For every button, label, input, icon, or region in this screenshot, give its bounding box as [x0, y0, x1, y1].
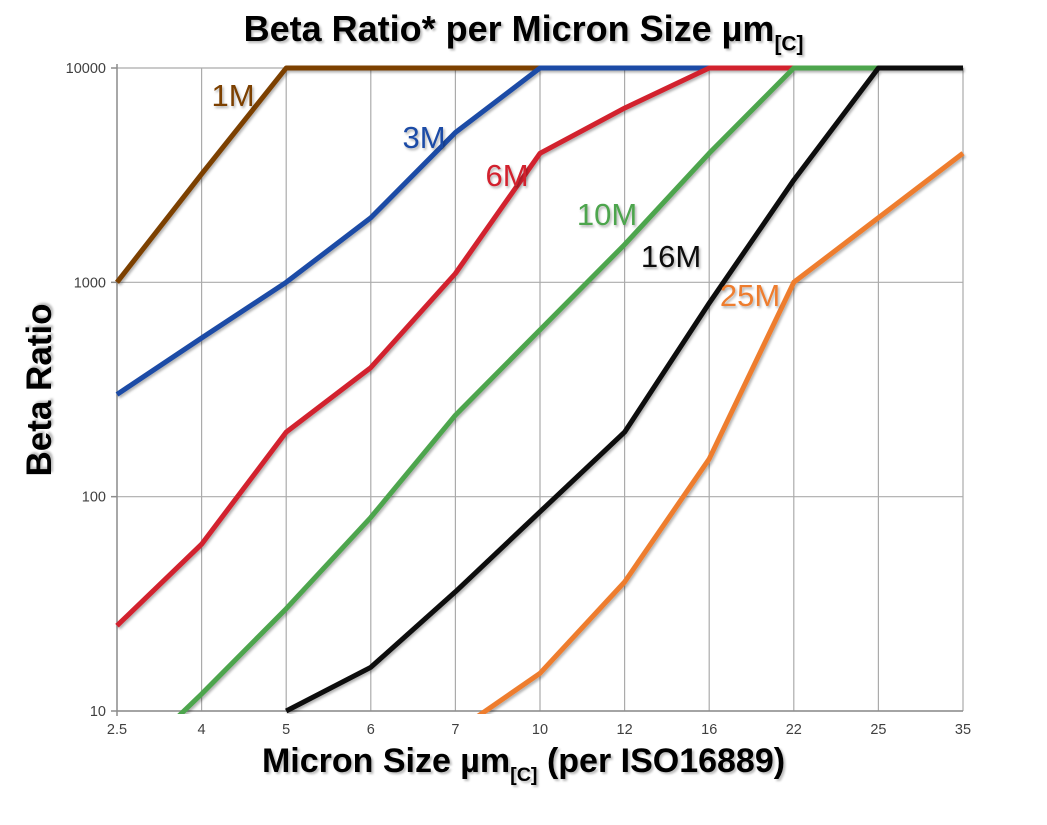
x-tick-label-35: 35: [955, 722, 971, 738]
x-axis-title-main: Micron Size µm: [261, 742, 511, 780]
x-axis-title: Micron Size µm[C] (per ISO16889): [0, 742, 1047, 787]
chart-title-subscript: [C]: [774, 32, 804, 56]
x-tick-label-12: 12: [617, 722, 633, 738]
series-lines: [115, 65, 965, 714]
gridlines: [117, 67, 964, 712]
series-line-10m: [177, 65, 963, 714]
y-tick-label-10000: 10000: [66, 61, 106, 77]
chart-title-main: Beta Ratio* per Micron Size µm: [243, 8, 775, 49]
x-tick-label-5: 5: [282, 722, 290, 738]
chart-title: Beta Ratio* per Micron Size µm[C]: [0, 8, 1047, 56]
series-label-16m: 16M: [641, 239, 701, 274]
y-tick-label-10: 10: [90, 704, 106, 720]
x-tick-label-2.5: 2.5: [107, 722, 127, 738]
series-line-25m: [476, 151, 965, 714]
x-tick-label-4: 4: [198, 722, 206, 738]
series-label-10m: 10M: [577, 197, 637, 232]
series-line-16m: [285, 65, 963, 714]
y-tick-label-100: 100: [82, 490, 106, 506]
series-label-25m: 25M: [720, 278, 780, 313]
x-axis-title-suffix: (per ISO16889): [537, 742, 786, 780]
x-axis-title-subscript: [C]: [510, 763, 538, 786]
series-label-3m: 3M: [402, 120, 445, 155]
x-tick-label-7: 7: [451, 722, 459, 738]
x-tick-label-22: 22: [786, 722, 802, 738]
series-label-6m: 6M: [485, 158, 528, 193]
y-axis-title: Beta Ratio: [20, 303, 59, 477]
axes: [111, 64, 963, 716]
x-tick-label-25: 25: [870, 722, 886, 738]
x-tick-label-6: 6: [367, 722, 375, 738]
y-tick-label-1000: 1000: [74, 275, 106, 291]
x-tick-label-10: 10: [532, 722, 548, 738]
series-label-1m: 1M: [211, 78, 254, 113]
x-tick-label-16: 16: [701, 722, 717, 738]
